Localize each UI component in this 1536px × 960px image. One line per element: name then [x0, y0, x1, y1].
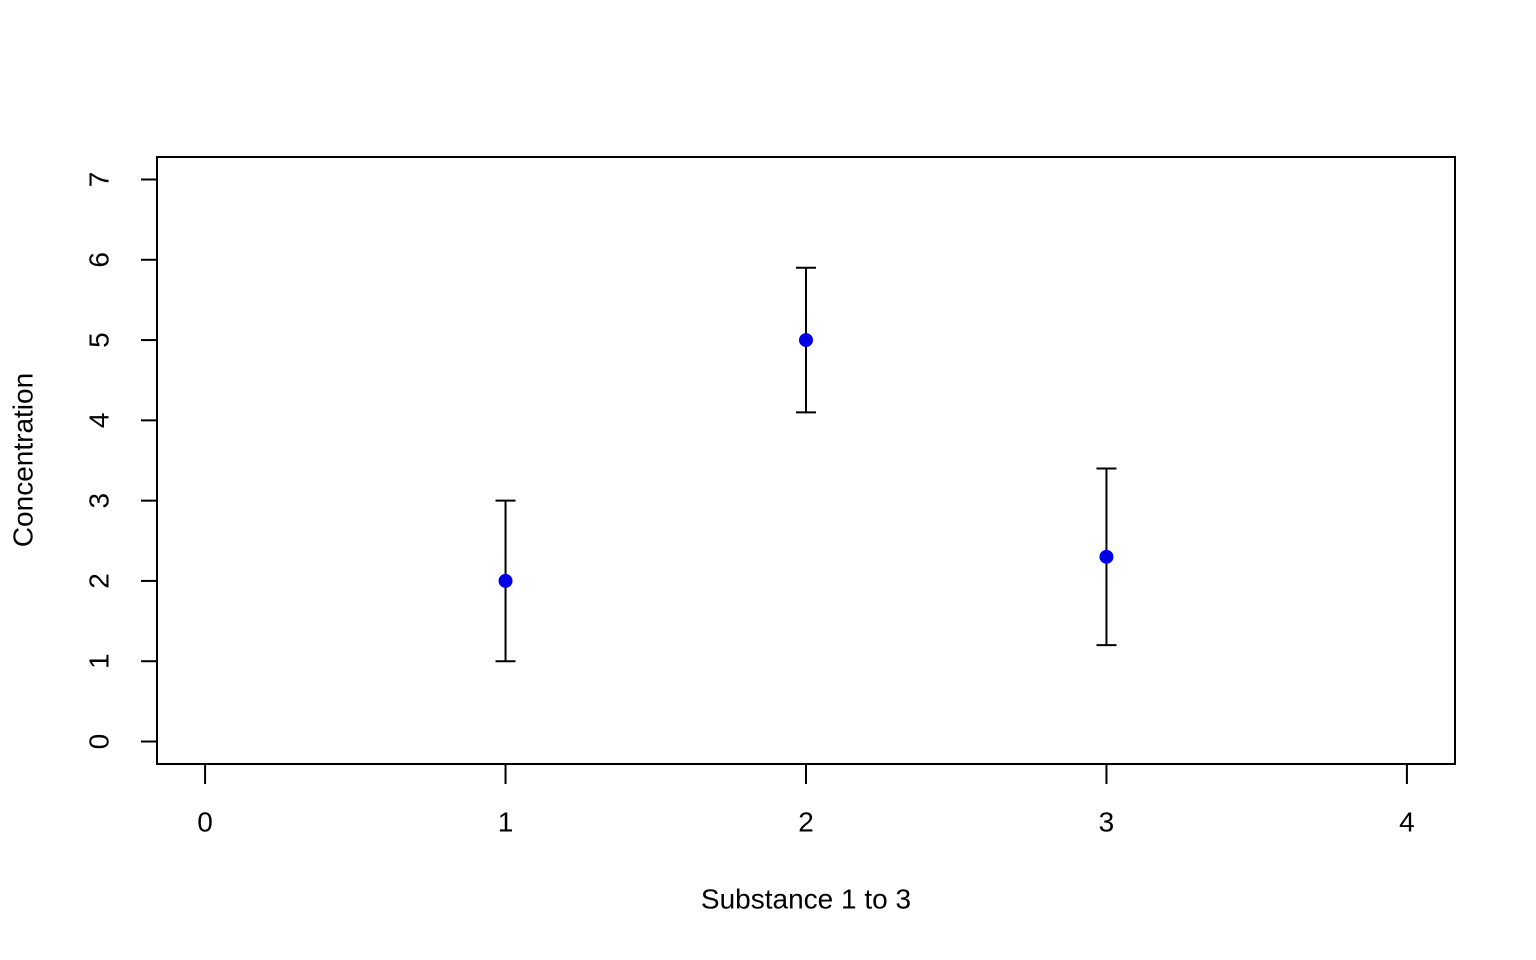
y-tick-label: 0 [83, 734, 114, 750]
y-tick-label: 4 [83, 413, 114, 429]
x-tick-label: 4 [1399, 806, 1415, 837]
x-tick-label: 3 [1099, 806, 1115, 837]
point [799, 333, 813, 348]
point [1099, 549, 1114, 564]
y-tick-label: 6 [83, 252, 114, 268]
y-tick-label: 5 [83, 332, 114, 348]
x-tick-label: 2 [798, 806, 814, 837]
y-tick-label: 2 [83, 573, 114, 589]
y-tick-label: 3 [83, 493, 114, 509]
y-tick-label: 7 [83, 172, 114, 188]
x-tick-label: 0 [197, 806, 213, 837]
x-axis-label: Substance 1 to 3 [701, 883, 911, 914]
y-axis-label: Concentration [7, 373, 38, 547]
x-tick-label: 1 [498, 806, 514, 837]
y-tick-label: 1 [83, 653, 114, 669]
point [498, 573, 513, 588]
plot-frame [156, 156, 1456, 765]
